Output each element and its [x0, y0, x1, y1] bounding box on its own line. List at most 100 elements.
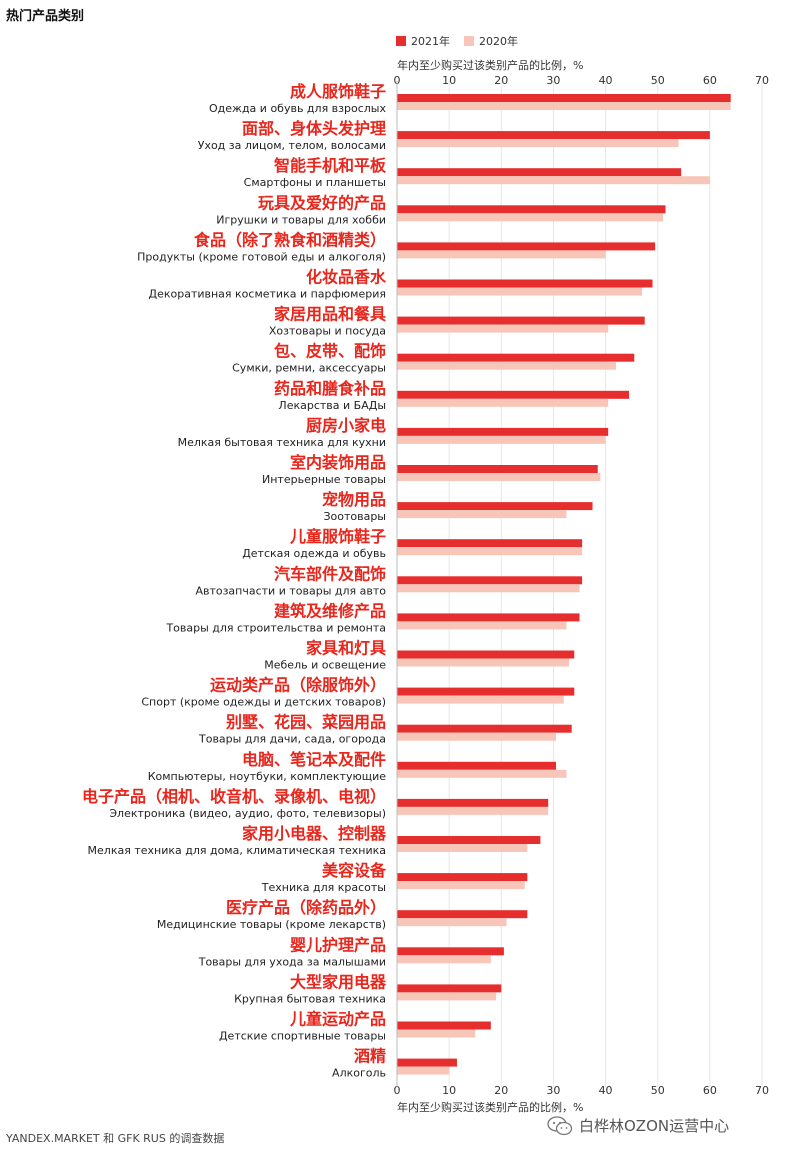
category-label-ru: Техника для красоты	[261, 881, 386, 894]
page-title: 热门产品类别	[6, 9, 85, 24]
bar-2021	[397, 650, 575, 659]
x-tick-label-top: 50	[651, 74, 665, 87]
category-label-ru: Игрушки и товары для хобби	[216, 213, 386, 226]
category-label-ru: Автозапчасти и товары для авто	[195, 584, 386, 597]
category-label-ru: Детские спортивные товары	[219, 1030, 386, 1043]
bar-2020	[397, 806, 549, 815]
category-label-ru: Хозтовары и посуда	[269, 325, 386, 338]
category-label-ru: Спорт (кроме одежды и детских товаров)	[141, 696, 386, 709]
category-label-cn: 家居用品和餐具	[274, 305, 386, 324]
x-tick-label-top: 70	[755, 74, 769, 87]
category-label-ru: Интерьерные товары	[262, 473, 386, 486]
bar-2020	[397, 955, 491, 964]
category-label-cn: 医疗产品（除药品外）	[226, 898, 386, 917]
x-tick-label-top: 40	[599, 74, 613, 87]
bar-2021	[397, 390, 630, 399]
x-tick-label-bottom: 0	[394, 1084, 401, 1097]
x-tick-label-top: 20	[494, 74, 508, 87]
chart-legend: 2021年 2020年	[396, 33, 518, 49]
legend-item-2020: 2020年	[464, 33, 518, 49]
category-label-ru: Компьютеры, ноутбуки, комплектующие	[148, 770, 387, 783]
category-label-ru: Декоративная косметика и парфюмерия	[148, 288, 386, 301]
bar-2020	[397, 361, 616, 370]
bar-2020	[397, 992, 497, 1001]
bar-2021	[397, 984, 502, 993]
category-label-cn: 宠物用品	[322, 490, 386, 509]
bar-2021	[397, 687, 575, 696]
bar-2021	[397, 131, 710, 140]
bar-2020	[397, 547, 583, 556]
bar-2021	[397, 1058, 457, 1067]
category-label-ru: Мелкая бытовая техника для кухни	[178, 436, 386, 449]
bar-2020	[397, 658, 570, 667]
bar-2020	[397, 139, 679, 148]
x-tick-label-bottom: 10	[442, 1084, 456, 1097]
watermark-text: 白桦林OZON运营中心	[579, 1117, 730, 1135]
x-tick-label-bottom: 50	[651, 1084, 665, 1097]
category-label-ru: Алкоголь	[332, 1067, 386, 1080]
category-label-cn: 电脑、笔记本及配件	[242, 750, 386, 769]
wechat-icon	[547, 1115, 573, 1135]
bar-2020	[397, 695, 564, 704]
category-label-ru: Детская одежда и обувь	[242, 547, 386, 560]
x-tick-label-top: 60	[703, 74, 717, 87]
category-label-ru: Мебель и освещение	[264, 659, 386, 672]
bar-2021	[397, 873, 528, 882]
bar-2021	[397, 168, 682, 177]
bar-2020	[397, 1066, 450, 1075]
legend-item-2021: 2021年	[396, 33, 450, 49]
bar-2021	[397, 205, 666, 214]
bar-2021	[397, 836, 541, 844]
category-label-cn: 药品和膳食补品	[274, 379, 386, 398]
category-label-cn: 室内装饰用品	[290, 453, 386, 472]
category-label-ru: Товары для ухода за малышами	[198, 955, 386, 968]
x-tick-label-top: 10	[442, 74, 456, 87]
category-label-cn: 婴儿护理产品	[290, 935, 386, 954]
category-label-ru: Товары для строительства и ремонта	[165, 621, 386, 634]
bar-2021	[397, 910, 528, 919]
category-label-cn: 厨房小家电	[306, 416, 386, 435]
category-label-ru: Зоотовары	[323, 510, 386, 523]
x-tick-label-bottom: 20	[494, 1084, 508, 1097]
category-label-ru: Медицинские товары (кроме лекарств)	[157, 918, 386, 931]
category-label-cn: 儿童运动产品	[289, 1010, 386, 1029]
bar-2020	[397, 435, 606, 444]
legend-label-2020: 2020年	[479, 35, 518, 48]
watermark: 白桦林OZON运营中心	[547, 1115, 729, 1136]
bar-2020	[397, 287, 643, 296]
data-source-note: YANDEX.MARKET 和 GFK RUS 的调查数据	[6, 1132, 225, 1145]
category-label-ru: Смартфоны и планшеты	[244, 176, 386, 189]
category-label-ru: Товары для дачи, сада, огорода	[198, 733, 386, 746]
category-label-cn: 智能手机和平板	[274, 156, 387, 175]
bar-2020	[397, 213, 663, 222]
bar-2020	[397, 324, 609, 333]
x-tick-label-bottom: 70	[755, 1084, 769, 1097]
bar-2020	[397, 584, 580, 593]
bar-2020	[397, 844, 528, 852]
bar-2021	[397, 502, 593, 511]
legend-label-2021: 2021年	[411, 35, 450, 48]
bar-2020	[397, 918, 507, 927]
category-label-cn: 家具和灯具	[306, 639, 386, 658]
category-label-ru: Электроника (видео, аудио, фото, телевиз…	[109, 807, 386, 820]
bar-2020	[397, 250, 606, 259]
category-label-cn: 家用小电器、控制器	[242, 824, 387, 843]
bar-2021	[397, 576, 583, 585]
category-label-cn: 大型家用电器	[290, 972, 387, 991]
bar-2020	[397, 1029, 476, 1038]
x-tick-label-top: 0	[394, 74, 401, 87]
bar-2021	[397, 613, 580, 622]
bar-2021	[397, 242, 656, 251]
x-tick-label-top: 30	[546, 74, 560, 87]
bar-2021	[397, 724, 572, 733]
bar-2021	[397, 1021, 491, 1030]
bar-2020	[397, 510, 567, 519]
x-tick-label-bottom: 30	[546, 1084, 560, 1097]
legend-swatch-2020	[464, 36, 474, 46]
bar-2020	[397, 176, 710, 185]
category-label-ru: Крупная бытовая техника	[234, 992, 386, 1005]
category-label-cn: 汽车部件及配饰	[274, 564, 386, 583]
category-label-cn: 别墅、花园、菜园用品	[225, 713, 386, 732]
category-label-cn: 电子产品（相机、收音机、录像机、电视）	[82, 787, 386, 806]
